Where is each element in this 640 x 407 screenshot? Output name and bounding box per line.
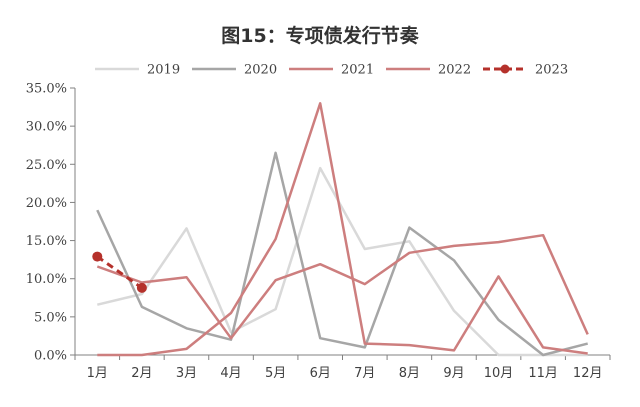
y-tick-label: 20.0% — [26, 196, 67, 211]
data-point-2023 — [136, 282, 147, 293]
legend-label-2023: 2023 — [535, 63, 568, 78]
x-tick-label: 10月 — [484, 366, 514, 381]
x-tick-label: 3月 — [176, 366, 197, 381]
y-tick-label: 30.0% — [26, 120, 67, 135]
y-tick-label: 10.0% — [26, 272, 67, 287]
x-tick-label: 6月 — [310, 366, 331, 381]
series-line-2020 — [96, 151, 589, 357]
legend: 2019 2020 2021 2022 2023 — [95, 63, 568, 78]
y-tick-label: 25.0% — [26, 158, 67, 173]
x-tick-label: 2月 — [131, 366, 152, 381]
x-tick-label: 5月 — [265, 366, 286, 381]
x-tick-label: 11月 — [528, 366, 558, 381]
series-line-2022 — [96, 233, 589, 340]
x-tick-label: 9月 — [443, 366, 464, 381]
x-tick-label: 7月 — [354, 366, 375, 381]
legend-label-2020: 2020 — [244, 63, 277, 78]
chart-title: 图15：专项债发行节奏 — [221, 24, 419, 47]
axes: 0.0% 5.0% 10.0% 15.0% 20.0% 25.0% 30.0% 35.0% 1月… — [26, 82, 611, 381]
x-tick-label: 4月 — [220, 366, 241, 381]
y-tick-label: 5.0% — [34, 310, 67, 325]
legend-label-2022: 2022 — [438, 63, 471, 78]
legend-label-2019: 2019 — [147, 63, 180, 78]
data-point-2023 — [92, 251, 103, 262]
y-tick-label: 0.0% — [34, 349, 67, 364]
series-layer — [92, 102, 589, 357]
x-tick-label: 1月 — [87, 366, 108, 381]
series-line-2021 — [97, 102, 588, 357]
y-tick-label: 15.0% — [26, 234, 67, 249]
y-tick-label: 35.0% — [26, 82, 67, 97]
series-line-2019 — [97, 166, 588, 357]
x-tick-label: 8月 — [399, 366, 420, 381]
series-line-2023 — [96, 255, 143, 290]
legend-label-2021: 2021 — [341, 63, 374, 78]
legend-marker-2023 — [500, 64, 510, 74]
x-tick-label: 12月 — [573, 366, 603, 381]
